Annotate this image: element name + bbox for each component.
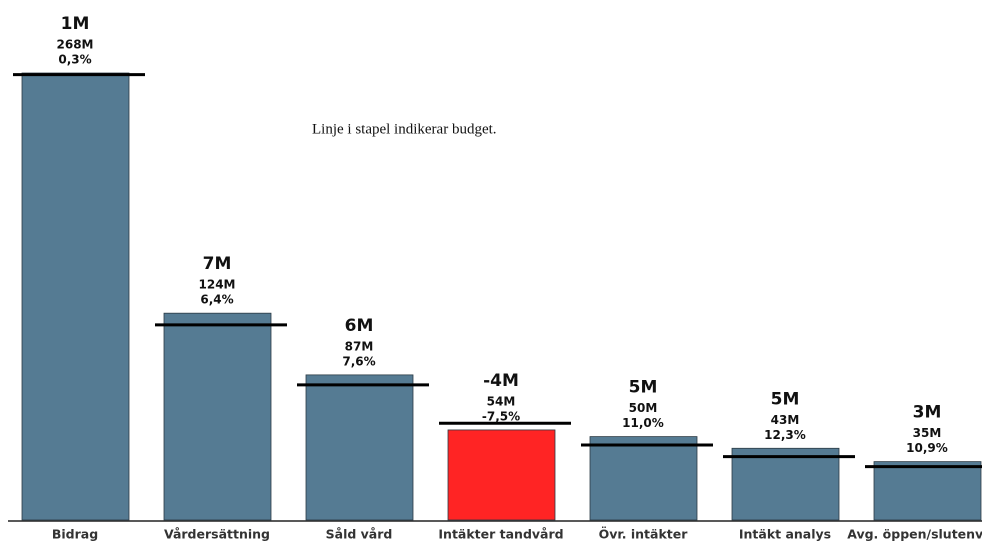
- percent-label: 6,4%: [200, 293, 233, 307]
- percent-label: 7,6%: [342, 354, 375, 368]
- percent-label: 11,0%: [622, 416, 664, 430]
- bar: [731, 447, 840, 521]
- percent-label: 0,3%: [58, 53, 91, 67]
- x-tick-label: Bidrag: [52, 527, 98, 542]
- value-label: 124M: [199, 278, 236, 292]
- difference-label: -4M: [483, 371, 519, 391]
- bar: [21, 72, 130, 521]
- value-label: 268M: [57, 38, 94, 52]
- value-label: 54M: [487, 394, 516, 408]
- bar: [873, 461, 982, 521]
- bar: [305, 374, 414, 521]
- x-tick-label: Såld vård: [326, 527, 393, 542]
- difference-label: 3M: [913, 403, 942, 423]
- x-tick-label: Vårdersättning: [164, 527, 270, 542]
- value-label: 87M: [345, 339, 374, 353]
- difference-label: 6M: [345, 316, 374, 336]
- difference-label: 5M: [771, 389, 800, 409]
- annotation: Linje i stapel indikerar budget.: [312, 121, 497, 137]
- bar: [589, 436, 698, 521]
- value-label: 50M: [629, 401, 658, 415]
- difference-label: 5M: [629, 378, 658, 398]
- x-tick-label: Avg. öppen/slutenvård: [847, 527, 982, 542]
- x-tick-label: Intäkt analys: [739, 527, 831, 542]
- percent-label: 12,3%: [764, 428, 806, 442]
- percent-label: -7,5%: [482, 409, 520, 423]
- bar: [447, 429, 556, 521]
- x-tick-label: Intäkter tandvård: [438, 527, 563, 542]
- bar: [163, 312, 272, 521]
- difference-label: 1M: [61, 14, 90, 34]
- value-label: 43M: [771, 413, 800, 427]
- percent-label: 10,9%: [906, 441, 948, 455]
- value-label: 35M: [913, 426, 942, 440]
- difference-label: 7M: [203, 254, 232, 274]
- x-tick-label: Övr. intäkter: [599, 527, 689, 542]
